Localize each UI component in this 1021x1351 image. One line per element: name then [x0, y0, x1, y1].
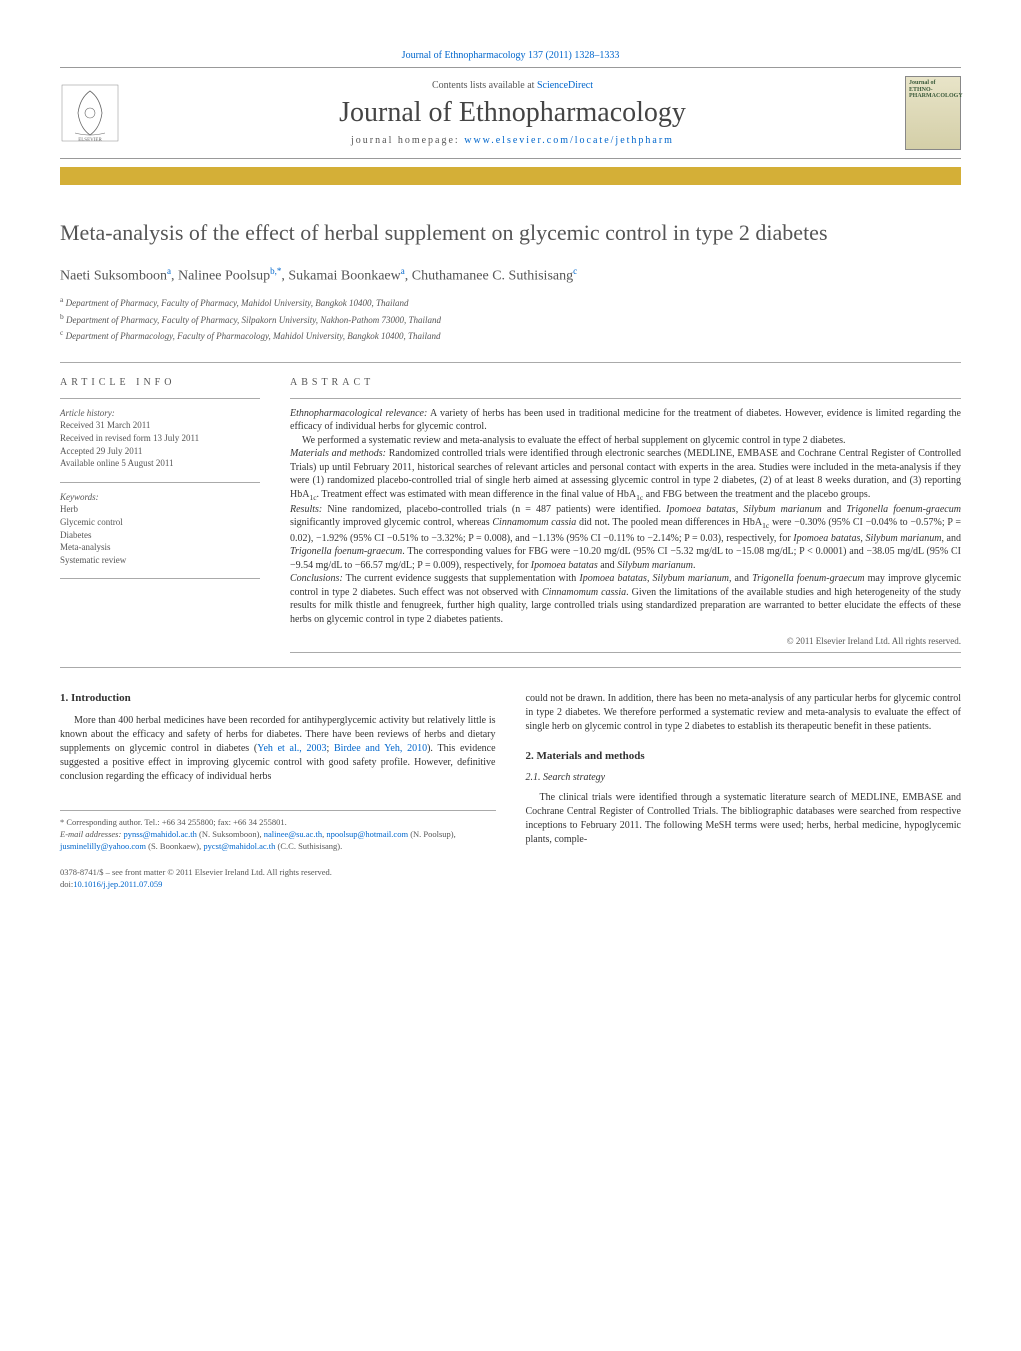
- elsevier-logo: ELSEVIER: [60, 83, 120, 143]
- search-heading: 2.1. Search strategy: [526, 772, 962, 783]
- journal-name: Journal of Ethnopharmacology: [140, 97, 885, 129]
- homepage-url[interactable]: www.elsevier.com/locate/jethpharm: [464, 135, 674, 146]
- history-received: Received 31 March 2011: [60, 419, 260, 432]
- keywords-block: Keywords: HerbGlycemic controlDiabetesMe…: [60, 491, 260, 567]
- footnote-block: * Corresponding author. Tel.: +66 34 255…: [60, 810, 496, 853]
- doi-label: doi:: [60, 879, 73, 889]
- doi-link[interactable]: 10.1016/j.jep.2011.07.059: [73, 879, 162, 889]
- sciencedirect-link[interactable]: ScienceDirect: [537, 80, 593, 91]
- citation-link[interactable]: Journal of Ethnopharmacology 137 (2011) …: [402, 50, 620, 61]
- article-info-label: ARTICLE INFO: [60, 377, 260, 388]
- intro-text: More than 400 herbal medicines have been…: [60, 714, 496, 784]
- header-center: Contents lists available at ScienceDirec…: [140, 80, 885, 146]
- keywords-label: Keywords:: [60, 491, 260, 504]
- intro-heading: 1. Introduction: [60, 692, 496, 704]
- divider: [60, 398, 260, 399]
- doi-line: doi:10.1016/j.jep.2011.07.059: [60, 879, 496, 891]
- divider: [290, 398, 961, 399]
- body-left-column: 1. Introduction More than 400 herbal med…: [60, 692, 496, 890]
- search-text: The clinical trials were identified thro…: [526, 791, 962, 847]
- header-bar: ELSEVIER Contents lists available at Sci…: [60, 67, 961, 159]
- history-label: Article history:: [60, 407, 260, 420]
- homepage-link: journal homepage: www.elsevier.com/locat…: [140, 135, 885, 146]
- authors: Naeti Suksomboona, Nalinee Poolsupb,*, S…: [60, 266, 961, 285]
- article-title: Meta-analysis of the effect of herbal su…: [60, 219, 961, 248]
- gold-bar: [60, 167, 961, 185]
- methods-text: Randomized controlled trials were identi…: [290, 448, 961, 500]
- doi-block: 0378-8741/$ – see front matter © 2011 El…: [60, 867, 496, 891]
- history-accepted: Accepted 29 July 2011: [60, 445, 260, 458]
- relevance-label: Ethnopharmacological relevance:: [290, 408, 427, 419]
- divider: [290, 652, 961, 653]
- abstract-label: ABSTRACT: [290, 377, 961, 388]
- history-online: Available online 5 August 2011: [60, 457, 260, 470]
- contents-list: Contents lists available at ScienceDirec…: [140, 80, 885, 91]
- conclusions-label: Conclusions:: [290, 573, 343, 584]
- aim-text: We performed a systematic review and met…: [302, 435, 846, 446]
- results-text: Nine randomized, placebo-controlled tria…: [290, 504, 961, 571]
- article-info-column: ARTICLE INFO Article history: Received 3…: [60, 377, 260, 653]
- methods-label: Materials and methods:: [290, 448, 386, 459]
- affiliations: a Department of Pharmacy, Faculty of Pha…: [60, 294, 961, 344]
- homepage-prefix: journal homepage:: [351, 135, 464, 146]
- results-label: Results:: [290, 504, 322, 515]
- divider: [60, 362, 961, 363]
- corresponding-author: * Corresponding author. Tel.: +66 34 255…: [60, 817, 496, 829]
- history-revised: Received in revised form 13 July 2011: [60, 432, 260, 445]
- intro-cont: could not be drawn. In addition, there h…: [526, 692, 962, 734]
- divider: [60, 578, 260, 579]
- svg-text:ELSEVIER: ELSEVIER: [78, 138, 102, 143]
- article-history: Article history: Received 31 March 2011 …: [60, 407, 260, 470]
- body-columns: 1. Introduction More than 400 herbal med…: [60, 692, 961, 890]
- email-line: E-mail addresses: pynss@mahidol.ac.th (N…: [60, 829, 496, 853]
- divider: [60, 482, 260, 483]
- divider: [60, 667, 961, 668]
- body-right-column: could not be drawn. In addition, there h…: [526, 692, 962, 890]
- journal-cover-icon: Journal of ETHNO- PHARMACOLOGY: [905, 76, 961, 150]
- info-abstract-row: ARTICLE INFO Article history: Received 3…: [60, 377, 961, 653]
- keywords-list: HerbGlycemic controlDiabetesMeta-analysi…: [60, 503, 260, 566]
- abstract-column: ABSTRACT Ethnopharmacological relevance:…: [290, 377, 961, 653]
- journal-citation: Journal of Ethnopharmacology 137 (2011) …: [60, 50, 961, 61]
- email-label: E-mail addresses:: [60, 829, 121, 839]
- cover-text: Journal of ETHNO- PHARMACOLOGY: [909, 80, 957, 100]
- contents-prefix: Contents lists available at: [432, 80, 537, 91]
- issn-line: 0378-8741/$ – see front matter © 2011 El…: [60, 867, 496, 879]
- copyright: © 2011 Elsevier Ireland Ltd. All rights …: [290, 636, 961, 646]
- abstract-text: Ethnopharmacological relevance: A variet…: [290, 407, 961, 626]
- methods-heading: 2. Materials and methods: [526, 750, 962, 762]
- conclusions-text: The current evidence suggests that suppl…: [290, 573, 961, 625]
